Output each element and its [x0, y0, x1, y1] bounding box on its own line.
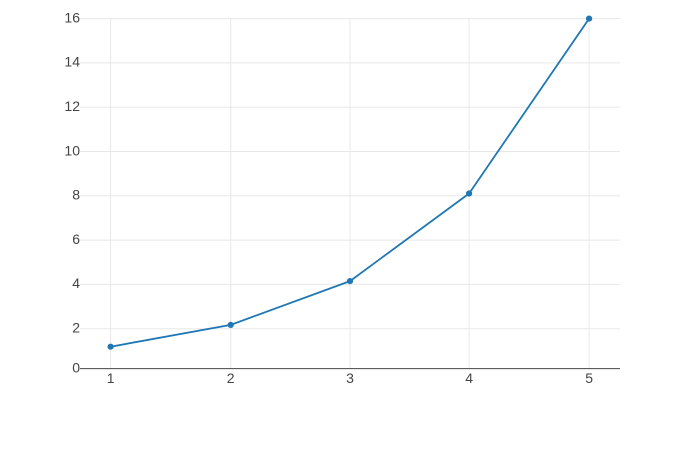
svg-text:0: 0 — [72, 359, 80, 375]
svg-text:14: 14 — [64, 54, 80, 70]
svg-text:4: 4 — [465, 370, 473, 386]
svg-text:5: 5 — [585, 370, 593, 386]
svg-text:12: 12 — [64, 98, 80, 114]
svg-text:16: 16 — [64, 9, 80, 25]
svg-text:10: 10 — [64, 142, 80, 158]
svg-text:4: 4 — [72, 275, 80, 291]
svg-text:8: 8 — [72, 187, 80, 203]
svg-text:2: 2 — [227, 370, 235, 386]
svg-text:6: 6 — [72, 231, 80, 247]
svg-text:2: 2 — [72, 320, 80, 336]
svg-text:3: 3 — [346, 370, 354, 386]
svg-text:1: 1 — [107, 370, 115, 386]
